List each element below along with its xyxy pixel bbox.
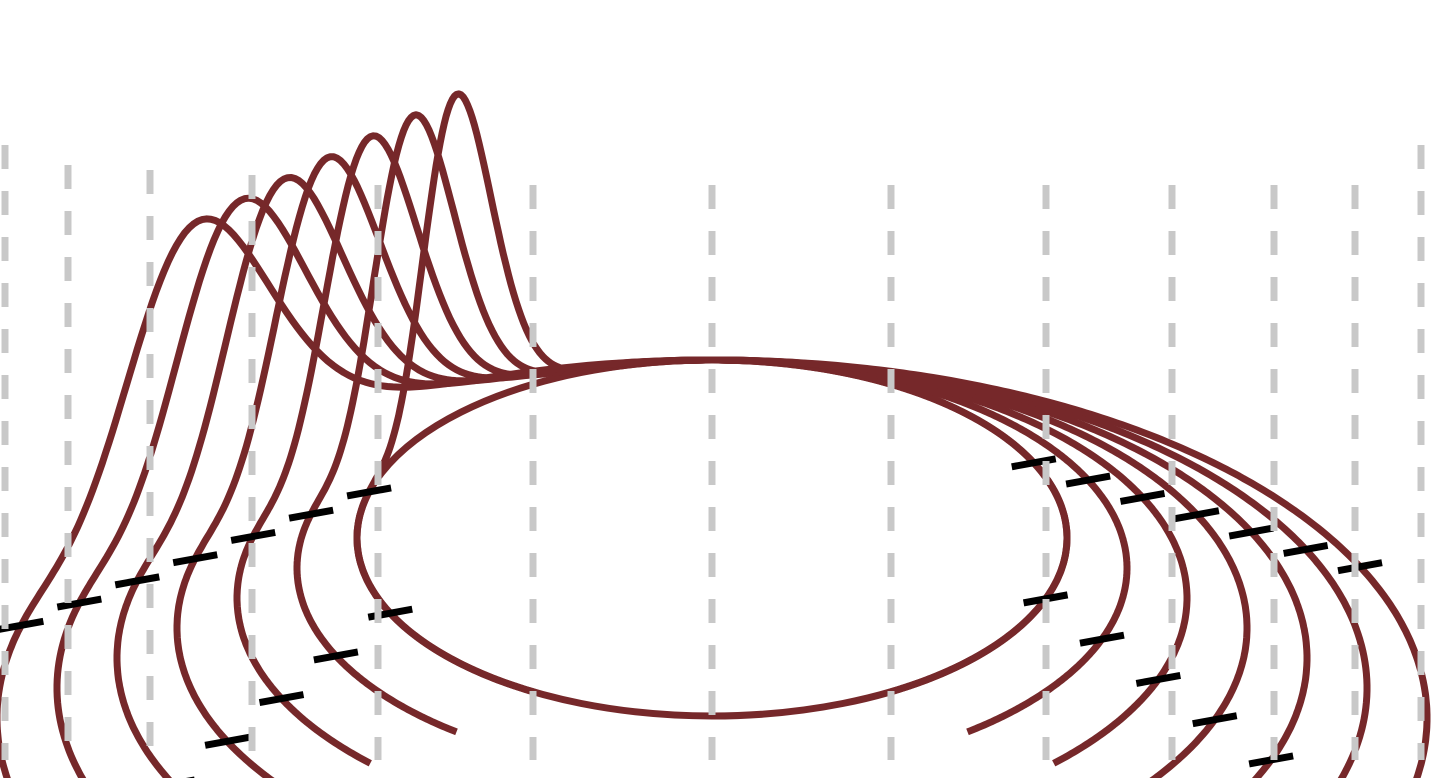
tick	[1228, 524, 1274, 540]
tick	[1022, 591, 1069, 607]
tick	[204, 733, 250, 749]
tick	[1174, 507, 1220, 523]
tick	[1119, 489, 1166, 505]
tick	[114, 573, 160, 589]
tick	[1283, 541, 1329, 557]
curve-group	[0, 90, 1431, 778]
tick	[56, 595, 102, 611]
tick	[346, 484, 392, 500]
tick	[1079, 631, 1125, 647]
tick	[288, 506, 334, 522]
tick	[1011, 455, 1057, 471]
tick	[313, 648, 359, 664]
tick	[1337, 559, 1383, 575]
tick	[1135, 671, 1181, 687]
tick	[1065, 472, 1111, 488]
tick	[172, 551, 218, 567]
bumped-ring	[0, 215, 1431, 778]
tick	[230, 528, 276, 544]
tick	[258, 691, 305, 707]
tick	[1192, 712, 1238, 728]
guide-group	[1, 145, 1425, 760]
